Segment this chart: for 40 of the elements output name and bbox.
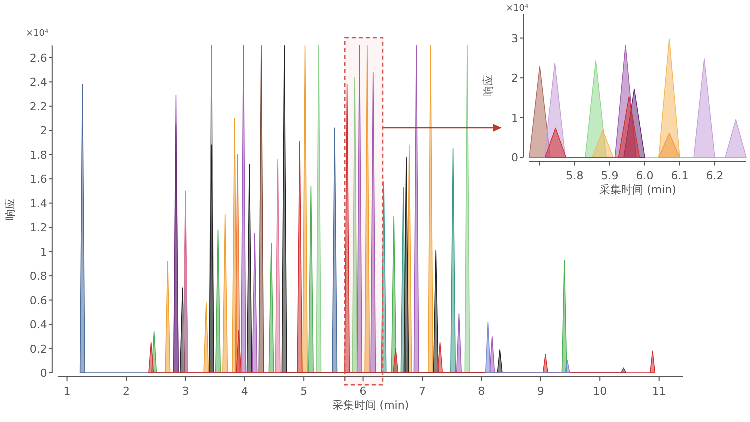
y-tick-label: 0.6 <box>30 294 48 308</box>
y-tick-label: 2 <box>40 124 48 138</box>
x-tick-label: 5.9 <box>601 170 619 183</box>
x-tick-label: 6.1 <box>671 170 689 183</box>
x-tick-label: 8 <box>478 385 486 398</box>
y-tick-label: 1.2 <box>30 222 48 235</box>
y-tick-label: 3 <box>512 32 518 46</box>
x-tick-label: 6 <box>360 385 367 398</box>
x-tick-label: 7 <box>419 385 426 398</box>
text: ×10⁴ <box>506 4 529 14</box>
y-tick-label: 0.2 <box>30 342 48 356</box>
x-tick-label: 6.0 <box>636 170 654 183</box>
y-tick-label: 1 <box>40 246 48 259</box>
y-axis-title: 响应 <box>482 75 495 98</box>
x-tick-label: 5 <box>300 385 308 398</box>
y-axis-title: 响应 <box>4 198 17 220</box>
x-axis-title: 采集时间 (min) <box>332 399 410 412</box>
y-tick-label: 0.8 <box>30 270 48 284</box>
x-tick-label: 11 <box>652 385 666 398</box>
y-tick-label: 2.6 <box>30 52 48 65</box>
x-tick-label: 10 <box>593 385 608 398</box>
x-tick-label: 9 <box>537 385 544 398</box>
x-tick-label: 3 <box>182 385 190 398</box>
x-tick-label: 4 <box>241 385 248 398</box>
text: ×10⁴ <box>26 29 49 39</box>
x-axis-title: 采集时间 (min) <box>600 184 676 197</box>
x-tick-label: 6.2 <box>706 170 724 183</box>
y-tick-label: 1 <box>512 112 518 125</box>
x-tick-label: 2 <box>122 385 130 398</box>
y-tick-label: 0 <box>40 367 48 380</box>
y-tick-label: 1.6 <box>30 173 48 186</box>
y-tick-label: 1.4 <box>30 197 48 210</box>
y-tick-label: 2.4 <box>30 76 48 90</box>
x-tick-label: 5.8 <box>566 170 584 183</box>
y-tick-label: 0.4 <box>30 318 48 332</box>
y-tick-label: 2.2 <box>30 100 48 114</box>
x-tick-label: 1 <box>64 385 71 398</box>
y-tick-label: 2 <box>512 72 518 86</box>
y-tick-label: 0 <box>512 152 518 165</box>
y-tick-label: 1.8 <box>30 148 48 162</box>
